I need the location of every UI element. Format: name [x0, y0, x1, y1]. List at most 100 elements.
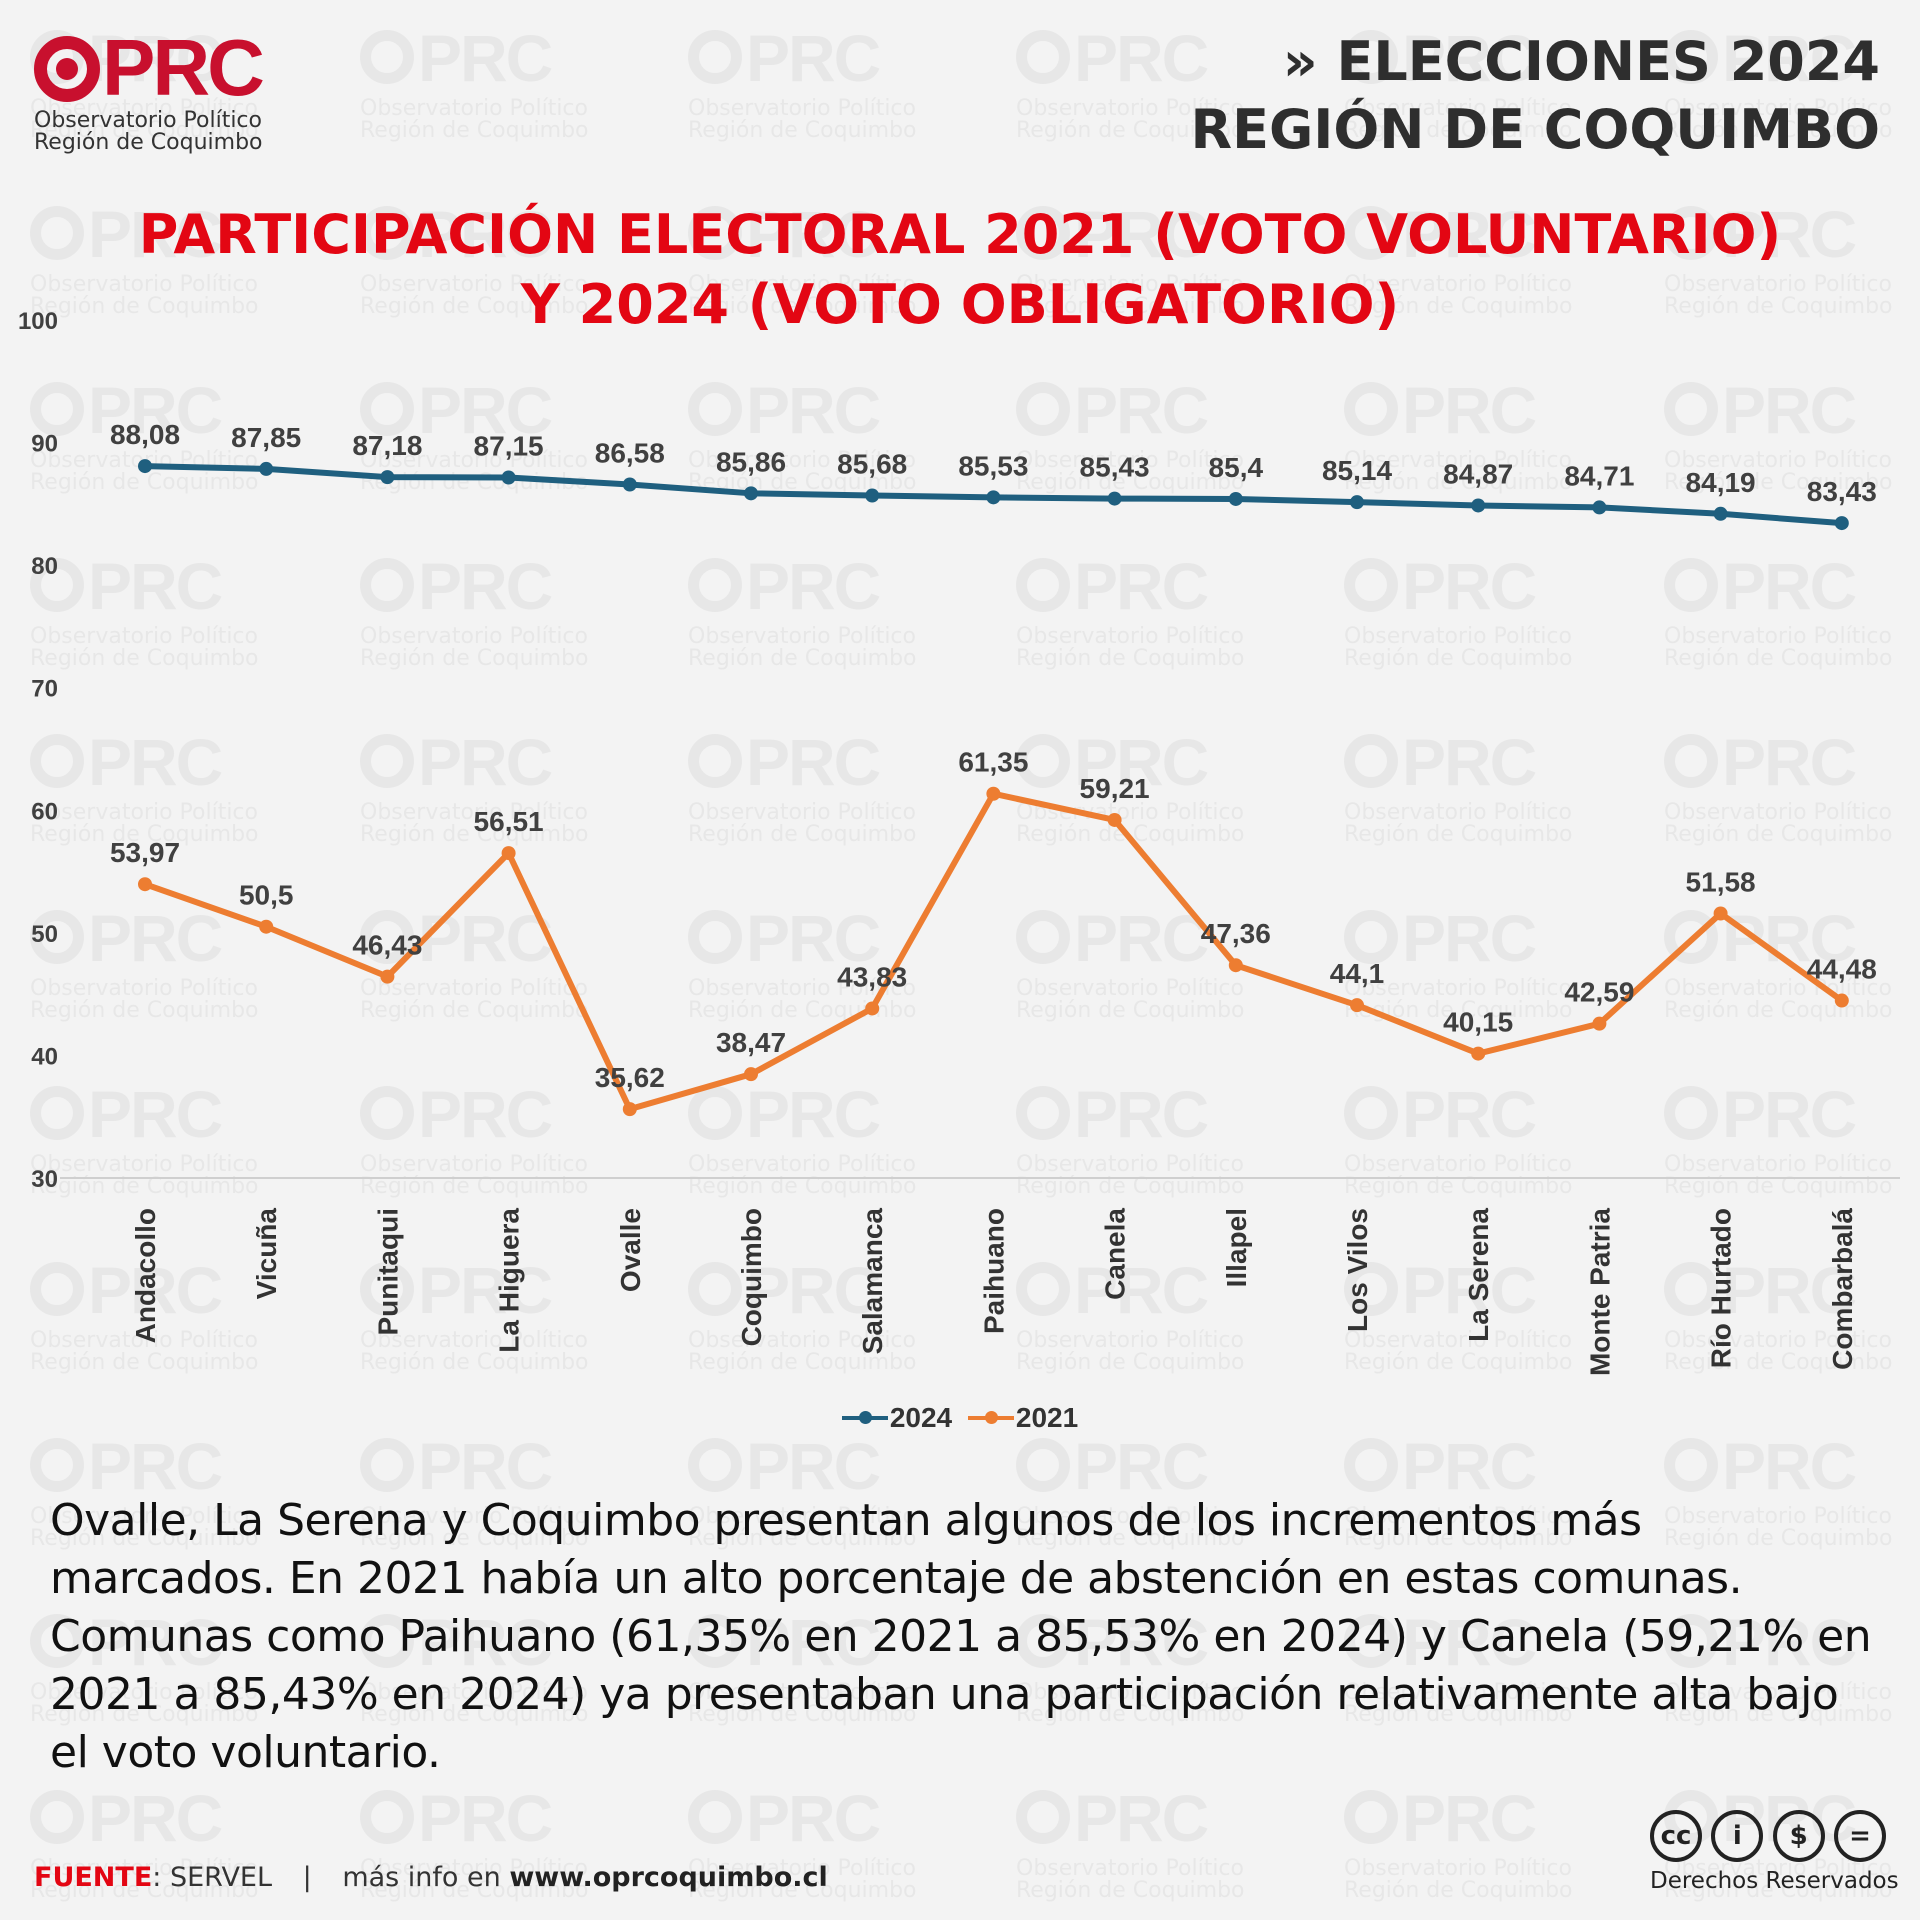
noncommercial-icon: $: [1772, 1810, 1825, 1862]
data-label-2024: 84,19: [1686, 467, 1756, 498]
x-tick-label: Coquimbo: [736, 1208, 767, 1346]
header-line2: REGIÓN DE COQUIMBO: [1190, 98, 1880, 161]
data-point-2021: [501, 846, 516, 861]
data-label-2024: 85,86: [716, 446, 786, 477]
y-tick-label: 80: [31, 553, 58, 580]
data-label-2024: 87,18: [352, 430, 422, 461]
legend-swatch-2024: [841, 1411, 888, 1424]
source-label: FUENTE: [34, 1862, 153, 1893]
noderivatives-icon: =: [1833, 1810, 1886, 1862]
y-tick-label: 30: [31, 1166, 58, 1193]
data-label-2024: 85,53: [958, 450, 1028, 481]
data-label-2021: 44,1: [1330, 958, 1385, 989]
y-tick-label: 70: [31, 676, 58, 703]
data-label-2021: 47,36: [1201, 918, 1271, 949]
data-point-2024: [501, 470, 516, 485]
data-label-2021: 56,51: [474, 806, 544, 837]
logo-text: PRC: [102, 23, 265, 112]
data-point-2024: [986, 490, 1001, 505]
data-point-2024: [259, 461, 274, 476]
legend-swatch-2021: [967, 1411, 1014, 1424]
legend-label-2024: 2024: [889, 1402, 953, 1433]
website-link[interactable]: www.oprcoquimbo.cl: [509, 1862, 828, 1893]
x-tick-label: Río Hurtado: [1706, 1208, 1737, 1368]
y-tick-label: 40: [31, 1043, 58, 1070]
data-point-2021: [622, 1102, 637, 1117]
x-tick-label: La Higuera: [494, 1208, 525, 1353]
y-tick-label: 60: [31, 798, 58, 825]
x-tick-label: Ovalle: [615, 1208, 646, 1292]
data-label-2021: 61,35: [958, 747, 1028, 778]
x-tick-label: Los Vilos: [1342, 1208, 1373, 1332]
data-label-2021: 40,15: [1443, 1007, 1513, 1038]
header: » ELECCIONES 2024 REGIÓN DE COQUIMBO: [1191, 28, 1880, 164]
y-tick-label: 90: [31, 431, 58, 458]
line-chart: 100 90 80 70 60 50 40 30 Andacollo Vicuña Punitaqu…: [18, 308, 1900, 1376]
data-point-2024: [380, 470, 395, 485]
data-label-2024: 84,71: [1564, 460, 1634, 491]
logo-eye-icon: [34, 36, 100, 102]
x-tick-label: Paihuano: [978, 1208, 1009, 1334]
data-point-2021: [1228, 958, 1243, 973]
data-point-2024: [744, 486, 758, 501]
header-line1: » ELECCIONES 2024: [1282, 30, 1880, 93]
data-point-2021: [1713, 906, 1728, 921]
logo-subtitle-line1: Observatorio Político: [34, 108, 262, 133]
x-tick-label: Canela: [1100, 1208, 1131, 1300]
data-label-2021: 42,59: [1564, 977, 1634, 1008]
logo-subtitle-line2: Región de Coquimbo: [34, 130, 263, 155]
data-point-2021: [380, 969, 395, 984]
data-label-2021: 59,21: [1080, 773, 1150, 804]
license-block: cc i $ = Derechos Reservados: [1650, 1810, 1899, 1894]
legend-item-2024: 2024: [841, 1402, 953, 1434]
data-point-2024: [138, 459, 152, 474]
data-label-2021: 35,62: [595, 1062, 665, 1093]
data-label-2024: 84,87: [1443, 458, 1513, 489]
x-tick-label: Monte Patria: [1584, 1208, 1615, 1376]
x-tick-label: Illapel: [1221, 1208, 1252, 1287]
x-tick-label: Andacollo: [130, 1208, 161, 1343]
x-tick-label: Combarbalá: [1827, 1208, 1858, 1370]
data-point-2024: [1350, 495, 1364, 510]
data-label-2024: 85,68: [837, 449, 907, 480]
data-label-2021: 46,43: [352, 930, 422, 961]
data-point-2021: [1107, 812, 1122, 827]
description-text: Ovalle, La Serena y Coquimbo presentan a…: [50, 1495, 1872, 1778]
license-text: Derechos Reservados: [1650, 1868, 1899, 1894]
attribution-icon: i: [1711, 1810, 1764, 1862]
data-label-2021: 50,5: [239, 880, 294, 911]
data-point-2024: [1107, 491, 1122, 506]
data-point-2024: [622, 477, 637, 492]
data-point-2024: [1834, 516, 1849, 531]
data-point-2024: [1713, 506, 1728, 521]
data-label-2021: 43,83: [837, 961, 907, 992]
data-label-2021: 44,48: [1807, 954, 1877, 985]
data-label-2021: 51,58: [1686, 866, 1756, 897]
info-prefix: más info en: [342, 1862, 510, 1893]
data-label-2024: 86,58: [595, 437, 665, 468]
oprc-logo: PRC Observatorio Político Región de Coqu…: [32, 23, 292, 160]
data-point-2024: [1592, 500, 1607, 515]
y-tick-label: 100: [18, 308, 58, 335]
data-label-2024: 87,85: [231, 422, 301, 453]
cc-icon: cc: [1650, 1810, 1702, 1862]
data-label-2021: 38,47: [716, 1027, 786, 1058]
legend-item-2021: 2021: [967, 1402, 1078, 1434]
data-label-2024: 83,43: [1807, 476, 1877, 507]
footer-separator: |: [302, 1862, 312, 1893]
data-point-2021: [1471, 1046, 1486, 1061]
data-label-2024: 87,15: [474, 431, 544, 462]
data-label-2024: 85,14: [1322, 455, 1392, 486]
source-value: : SERVEL: [152, 1862, 273, 1893]
chart-title: PARTICIPACIÓN ELECTORAL 2021 (VOTO VOLUN…: [0, 200, 1920, 340]
y-tick-label: 50: [31, 921, 58, 948]
data-label-2024: 85,4: [1209, 452, 1264, 483]
data-label-2024: 88,08: [110, 419, 180, 450]
data-point-2021: [744, 1067, 758, 1082]
data-point-2024: [1228, 491, 1243, 506]
chart-title-line2: Y 2024 (VOTO OBLIGATORIO): [520, 273, 1400, 336]
chart-title-line1: PARTICIPACIÓN ELECTORAL 2021 (VOTO VOLUN…: [138, 203, 1782, 266]
x-tick-label: La Serena: [1463, 1208, 1494, 1342]
data-point-2024: [1471, 498, 1486, 513]
data-point-2021: [865, 1001, 880, 1016]
